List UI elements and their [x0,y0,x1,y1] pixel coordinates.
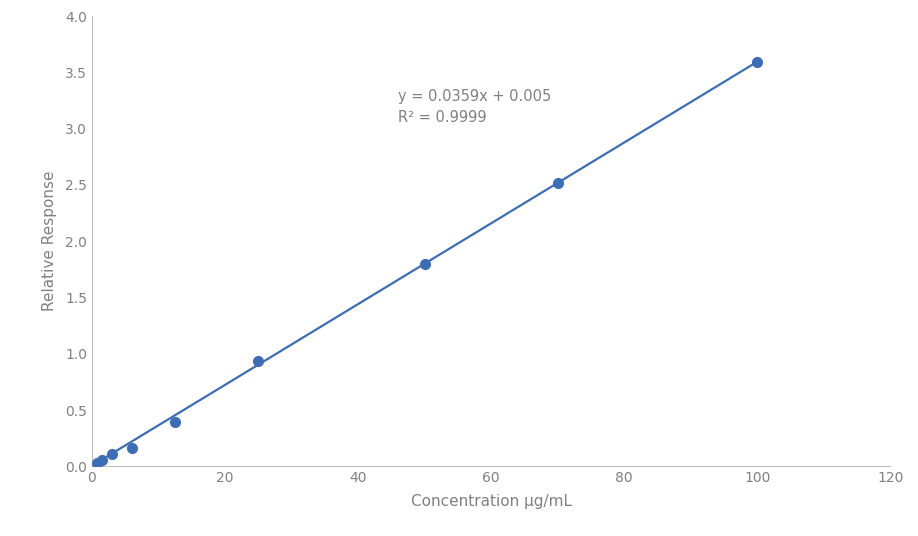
Point [750,57,765,66]
Point [551,179,565,188]
Point [417,260,432,269]
Point [105,449,119,458]
Text: y = 0.0359x + 0.005
R² = 0.9999: y = 0.0359x + 0.005 R² = 0.9999 [398,90,551,125]
X-axis label: Concentration µg/mL: Concentration µg/mL [410,494,572,509]
Point [168,418,183,426]
Y-axis label: Relative Response: Relative Response [41,171,57,311]
Point [95,456,109,464]
Point [89,459,104,467]
Point [251,357,265,366]
Point [125,443,140,452]
